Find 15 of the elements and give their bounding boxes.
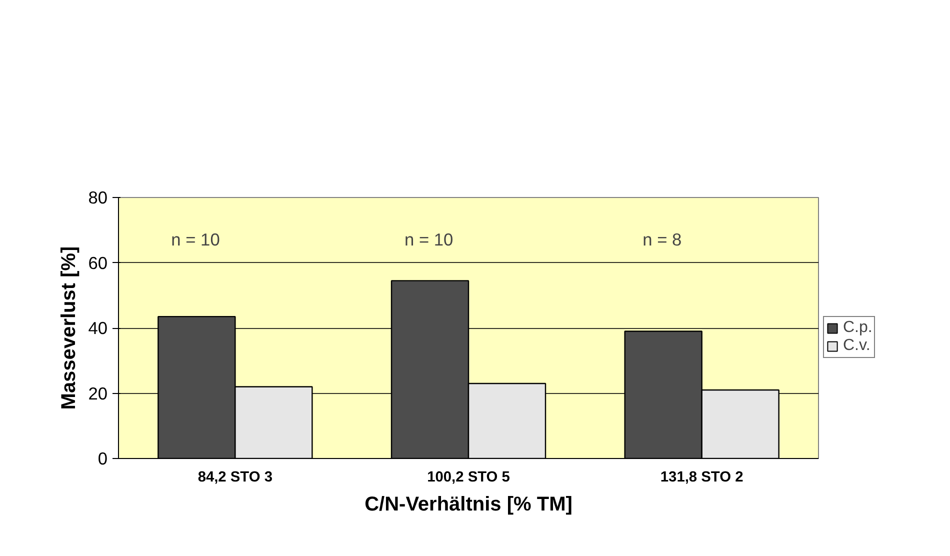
y-tick-label: 80: [88, 188, 108, 208]
x-tick-label: 84,2 STO 3: [198, 470, 273, 486]
annotation: n = 8: [642, 229, 682, 250]
y-axis-title: Masseverlust [%]: [58, 246, 80, 410]
x-tick-label: 131,8 STO 2: [660, 470, 744, 486]
legend-label: C.v.: [843, 337, 870, 355]
y-tick-label: 20: [88, 383, 108, 404]
annotation: n = 10: [404, 229, 454, 250]
y-tick-label: 60: [88, 252, 108, 273]
y-tick-label: 0: [98, 448, 108, 468]
annotation: n = 10: [171, 229, 220, 250]
x-tick-label: 100,2 STO 5: [427, 470, 510, 486]
x-axis-title: C/N-Verhältnis [% TM]: [364, 494, 572, 516]
y-tick-label: 40: [88, 318, 108, 338]
legend-label: C.p.: [843, 319, 872, 337]
